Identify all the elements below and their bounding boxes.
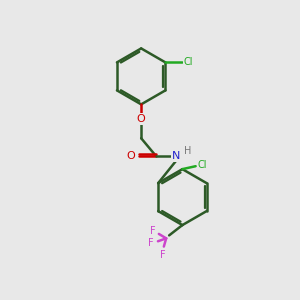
Text: F: F bbox=[160, 250, 166, 260]
Text: F: F bbox=[148, 238, 154, 248]
Text: O: O bbox=[137, 114, 146, 124]
Text: O: O bbox=[127, 151, 135, 161]
Text: F: F bbox=[149, 226, 155, 236]
Text: Cl: Cl bbox=[183, 57, 193, 68]
Text: N: N bbox=[172, 151, 181, 161]
Text: H: H bbox=[184, 146, 191, 157]
Text: Cl: Cl bbox=[197, 160, 207, 170]
